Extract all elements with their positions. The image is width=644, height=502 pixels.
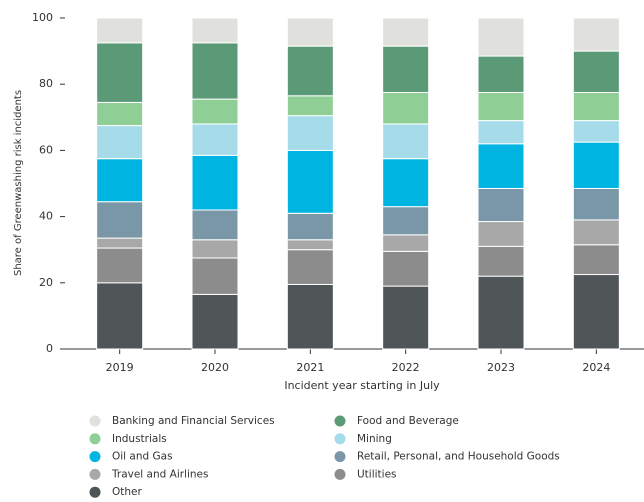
legend-swatch: [89, 486, 101, 498]
bar-segment: [382, 285, 430, 350]
x-tick-label: 2024: [582, 361, 610, 374]
y-tick-label: 60: [39, 143, 53, 156]
legend-label: Oil and Gas: [112, 451, 173, 463]
bar-segment: [96, 125, 144, 160]
legend-label: Other: [112, 486, 142, 498]
bar-segment: [382, 91, 430, 125]
bar-segment: [477, 120, 525, 145]
legend-swatch: [334, 468, 346, 480]
bar-segment: [191, 17, 239, 44]
bar-segment: [191, 98, 239, 125]
bar-segment: [572, 17, 620, 52]
y-tick-label: 20: [39, 276, 53, 289]
bar-segment: [382, 206, 430, 236]
bar-segment: [96, 158, 144, 203]
y-tick-label: 40: [39, 210, 53, 223]
legend-label: Mining: [357, 433, 392, 445]
legend-swatch: [89, 433, 101, 445]
x-tick-label: 2019: [106, 361, 134, 374]
bar-segment: [191, 239, 239, 259]
bar-segment: [477, 221, 525, 247]
bar-segment: [286, 283, 334, 350]
y-tick-label: 80: [39, 77, 53, 90]
bar-segment: [572, 187, 620, 221]
bar-segment: [477, 17, 525, 57]
bar-segment: [286, 249, 334, 285]
bar-segment: [382, 250, 430, 287]
y-tick-label: 0: [46, 342, 53, 355]
y-tick-label: 100: [32, 11, 53, 24]
bar-segment: [286, 115, 334, 151]
bar-segment: [572, 244, 620, 276]
bar-segment: [191, 293, 239, 350]
bar-segment: [191, 42, 239, 100]
bar-segment: [96, 247, 144, 284]
bar-segment: [572, 141, 620, 189]
legend-label: Retail, Personal, and Household Goods: [357, 451, 560, 463]
bar-segment: [572, 274, 620, 350]
legend-swatch: [334, 451, 346, 463]
legend-label: Utilities: [357, 468, 397, 480]
bar-segment: [96, 101, 144, 127]
x-tick-label: 2021: [296, 361, 324, 374]
bar-segment: [477, 275, 525, 350]
x-axis-label: Incident year starting in July: [284, 379, 440, 392]
bar-segment: [286, 239, 334, 251]
bar-segment: [382, 17, 430, 47]
bar-segment: [286, 17, 334, 47]
bar-segment: [477, 245, 525, 277]
bar-segment: [96, 42, 144, 103]
bar-segment: [286, 45, 334, 97]
bar-segment: [96, 201, 144, 239]
bar-segment: [96, 237, 144, 249]
bar-segment: [572, 50, 620, 93]
legend-label: Travel and Airlines: [111, 468, 208, 480]
y-axis-label: Share of Greenwashing risk incidents: [13, 90, 24, 276]
bar-segment: [572, 219, 620, 246]
legend-swatch: [334, 433, 346, 445]
bar-segment: [477, 55, 525, 93]
legend-label: Banking and Financial Services: [112, 415, 275, 427]
bar-segment: [382, 158, 430, 208]
bar-segment: [191, 154, 239, 211]
bar-segment: [286, 212, 334, 241]
x-tick-label: 2022: [392, 361, 420, 374]
legend-swatch: [89, 415, 101, 427]
bar-segment: [286, 95, 334, 117]
legend-swatch: [89, 468, 101, 480]
bar-segment: [382, 234, 430, 252]
bar-segment: [191, 123, 239, 156]
x-tick-label: 2020: [201, 361, 229, 374]
bar-segment: [572, 91, 620, 122]
bar-segment: [477, 143, 525, 189]
legend-label: Industrials: [112, 433, 167, 445]
bar-segment: [477, 91, 525, 122]
bar-segment: [96, 282, 144, 350]
x-tick-label: 2023: [487, 361, 515, 374]
legend-swatch: [334, 415, 346, 427]
bar-segment: [572, 120, 620, 143]
bar-segment: [191, 209, 239, 241]
bar-segment: [191, 257, 239, 295]
bar-segment: [477, 187, 525, 223]
bar-segment: [382, 45, 430, 93]
legend-label: Food and Beverage: [357, 415, 459, 427]
bar-segment: [96, 17, 144, 44]
bar-segment: [286, 149, 334, 214]
bar-segment: [382, 123, 430, 160]
legend-swatch: [89, 451, 101, 463]
